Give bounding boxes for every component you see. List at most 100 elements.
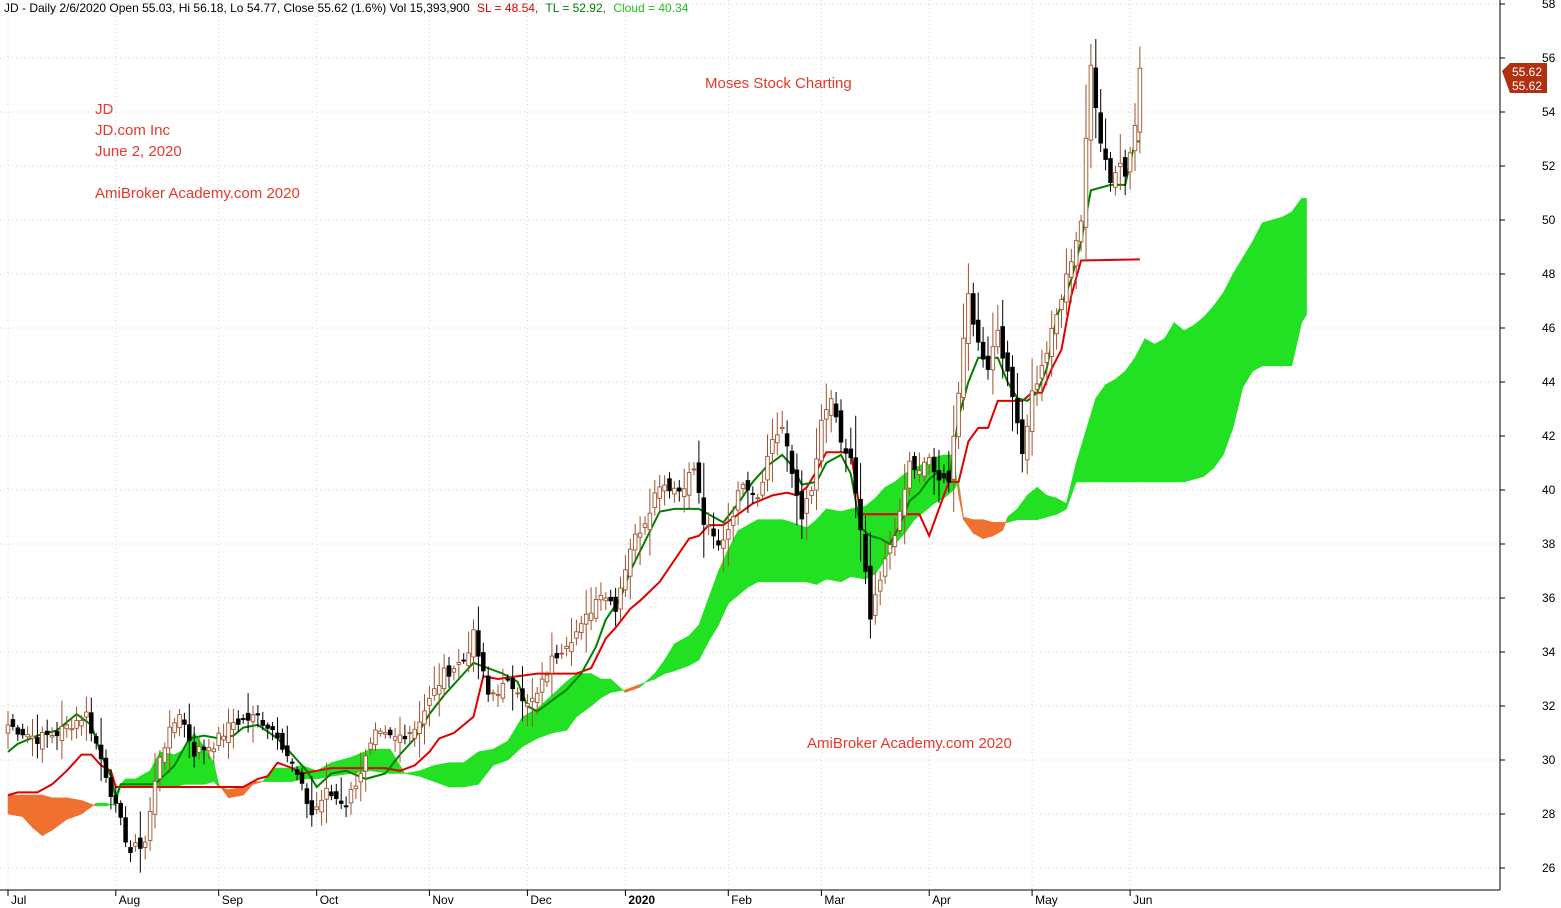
cloud-segment-bullish — [806, 519, 817, 585]
candle — [525, 694, 530, 727]
cloud-segment-bullish — [125, 778, 136, 788]
candle — [696, 440, 702, 504]
cloud-segment-bullish — [1222, 273, 1234, 456]
candle — [397, 716, 403, 763]
candle-body — [745, 480, 751, 491]
candle — [936, 449, 942, 504]
candle-body — [814, 458, 819, 491]
candle — [84, 696, 89, 741]
candle — [172, 717, 177, 739]
candle-body — [858, 498, 863, 531]
candle — [579, 615, 584, 640]
candle — [931, 447, 937, 495]
candle — [427, 685, 432, 727]
candle — [324, 762, 329, 824]
candle-body — [260, 720, 266, 726]
candle — [814, 428, 819, 510]
candle — [40, 726, 45, 763]
candle-body — [588, 612, 594, 621]
candle — [750, 486, 756, 504]
candle-body — [432, 688, 437, 696]
candle-body — [172, 722, 177, 734]
candle-body — [681, 488, 687, 498]
candle-body — [995, 329, 1001, 348]
candle-body — [334, 791, 339, 799]
cloud-segment-bullish — [1271, 216, 1283, 367]
candle-body — [167, 726, 172, 749]
cloud-segment-bullish — [747, 519, 759, 588]
candle — [250, 705, 256, 743]
candle-body — [618, 587, 623, 610]
candle-body — [1015, 398, 1020, 424]
candle-body — [877, 579, 883, 592]
candle — [863, 516, 868, 585]
candle-body — [417, 721, 422, 734]
candle — [74, 706, 79, 739]
candle-body — [677, 487, 682, 492]
candle — [726, 502, 731, 567]
candle — [755, 493, 760, 507]
candle — [93, 733, 99, 750]
cloud-segment-bullish — [1242, 240, 1253, 389]
cloud-segment-bullish — [1301, 198, 1307, 324]
y-tick-label: 56 — [1542, 51, 1556, 65]
candle — [231, 708, 236, 749]
candle-body — [750, 492, 756, 495]
candle-body — [476, 630, 481, 657]
candle — [985, 336, 991, 380]
candlesticks — [5, 38, 1143, 873]
candle — [882, 540, 888, 584]
candle — [25, 726, 30, 744]
candle — [157, 749, 163, 792]
sl-line — [7, 258, 1140, 797]
candle — [907, 451, 912, 496]
candle-body — [485, 675, 491, 695]
candle — [804, 488, 809, 540]
candle-body — [358, 773, 364, 783]
candle-body — [196, 746, 202, 753]
header-prefix: JD - Daily 2/6/2020 Open 55.03, Hi 56.18… — [4, 1, 470, 15]
candle — [216, 726, 221, 751]
candle — [10, 714, 16, 731]
candle — [770, 418, 775, 482]
candle — [618, 576, 623, 621]
candle — [642, 516, 648, 535]
candle — [270, 721, 275, 741]
candle-body — [1054, 314, 1059, 335]
annotation-date: June 2, 2020 — [95, 143, 182, 160]
candle-body — [1122, 157, 1128, 177]
candle-body — [30, 735, 35, 739]
candle — [794, 453, 800, 526]
candle-body — [500, 683, 506, 699]
candle-body — [819, 419, 824, 462]
candle-body — [652, 492, 658, 508]
candle — [412, 720, 417, 747]
candle — [574, 619, 579, 646]
candle — [583, 590, 589, 653]
candle — [461, 653, 466, 664]
candle-body — [525, 703, 530, 707]
candle — [799, 470, 805, 540]
candle — [1029, 358, 1035, 456]
candle-body — [637, 532, 643, 538]
candle-body — [324, 787, 329, 800]
candle-body — [755, 497, 760, 500]
candle-body — [647, 512, 653, 531]
candle-body — [1034, 383, 1040, 390]
candle-body — [510, 678, 515, 690]
candle-body — [162, 747, 168, 763]
candle — [15, 725, 21, 742]
candle-body — [441, 667, 447, 690]
cloud-segment-bullish — [1252, 222, 1263, 372]
candle — [971, 282, 976, 337]
candle-body — [412, 728, 417, 739]
candle-body — [231, 722, 236, 730]
candle-body — [583, 613, 589, 625]
candle — [348, 781, 354, 815]
candle — [221, 723, 226, 748]
candle — [490, 689, 496, 702]
candle — [730, 506, 736, 542]
candle — [167, 710, 172, 774]
candle — [1005, 340, 1010, 387]
